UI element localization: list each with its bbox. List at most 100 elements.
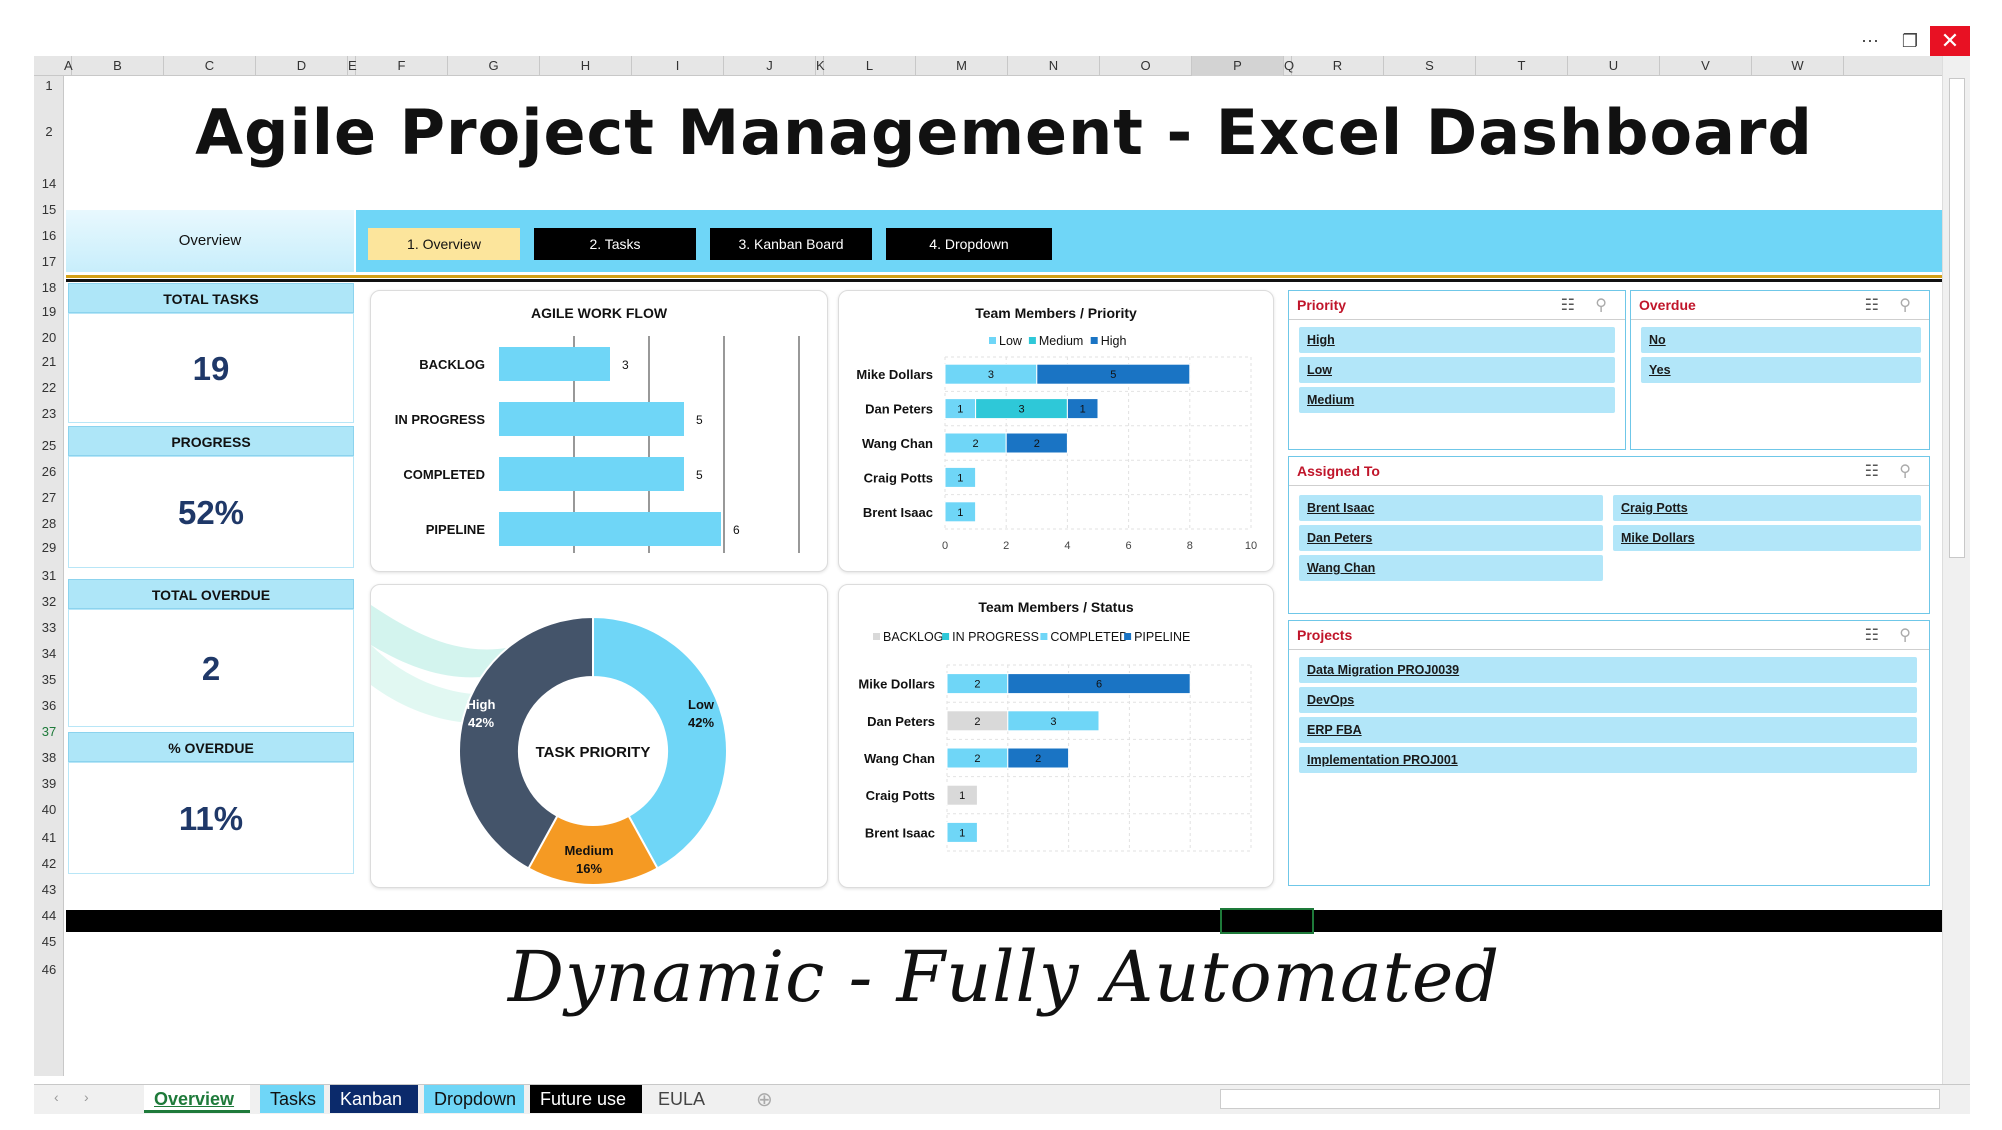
- row-header-21[interactable]: 21: [41, 354, 57, 369]
- clear-filter-icon[interactable]: ⚲: [1899, 627, 1911, 644]
- assigned-item-craig-potts[interactable]: Craig Potts: [1613, 495, 1921, 521]
- column-header-n[interactable]: N: [1008, 56, 1100, 76]
- assigned-item-mike-dollars[interactable]: Mike Dollars: [1613, 525, 1921, 551]
- column-header-l[interactable]: L: [824, 56, 916, 76]
- multiselect-icon[interactable]: ☷: [1864, 463, 1879, 480]
- sheet-tab-eula[interactable]: EULA: [648, 1085, 724, 1113]
- row-header-20[interactable]: 20: [41, 330, 57, 345]
- row-header-38[interactable]: 38: [41, 750, 57, 765]
- overdue-item-no[interactable]: No: [1641, 327, 1921, 353]
- column-header-c[interactable]: C: [164, 56, 256, 76]
- row-header-46[interactable]: 46: [41, 962, 57, 977]
- assigned-item-brent-isaac[interactable]: Brent Isaac: [1299, 495, 1603, 521]
- column-header-a[interactable]: A: [64, 56, 73, 76]
- row-header-18[interactable]: 18: [41, 280, 57, 295]
- column-header-v[interactable]: V: [1660, 56, 1752, 76]
- column-header-b[interactable]: B: [72, 56, 164, 76]
- horizontal-scrollbar[interactable]: [1220, 1089, 1940, 1109]
- row-header-19[interactable]: 19: [41, 304, 57, 319]
- tab-scroll-right-icon[interactable]: ›: [84, 1089, 89, 1105]
- row-header-31[interactable]: 31: [41, 568, 57, 583]
- row-header-34[interactable]: 34: [41, 646, 57, 661]
- more-icon[interactable]: ⋯: [1861, 31, 1879, 51]
- column-header-g[interactable]: G: [448, 56, 540, 76]
- row-header-36[interactable]: 36: [41, 698, 57, 713]
- tab-scroll-left-icon[interactable]: ‹: [54, 1089, 59, 1105]
- row-header-22[interactable]: 22: [41, 380, 57, 395]
- row-header-39[interactable]: 39: [41, 776, 57, 791]
- nav-kanban-button[interactable]: 3. Kanban Board: [710, 228, 872, 260]
- row-header-23[interactable]: 23: [41, 406, 57, 421]
- row-header-14[interactable]: 14: [41, 176, 57, 191]
- row-header-25[interactable]: 25: [41, 438, 57, 453]
- sheet-tab-kanban[interactable]: Kanban: [330, 1085, 418, 1113]
- row-header-41[interactable]: 41: [41, 830, 57, 845]
- scrollbar-thumb[interactable]: [1949, 78, 1965, 558]
- selected-cell[interactable]: [1220, 908, 1314, 934]
- column-header-i[interactable]: I: [632, 56, 724, 76]
- projects-slicer[interactable]: Projects ☷ ⚲ Data Migration PROJ0039 Dev…: [1288, 620, 1930, 886]
- priority-item-high[interactable]: High: [1299, 327, 1615, 353]
- priority-slicer[interactable]: Priority ☷ ⚲ High Low Medium: [1288, 290, 1626, 450]
- row-header-1[interactable]: 1: [45, 78, 53, 93]
- row-header-40[interactable]: 40: [41, 802, 57, 817]
- priority-item-low[interactable]: Low: [1299, 357, 1615, 383]
- column-header-s[interactable]: S: [1384, 56, 1476, 76]
- clear-filter-icon[interactable]: ⚲: [1899, 297, 1911, 314]
- row-header-33[interactable]: 33: [41, 620, 57, 635]
- agile-workflow-card[interactable]: AGILE WORK FLOW BACKLOG 3 IN PROGRESS 5 COMP…: [370, 290, 828, 572]
- column-header-q[interactable]: Q: [1284, 56, 1294, 76]
- column-header-e[interactable]: E: [348, 56, 357, 76]
- multiselect-icon[interactable]: ☷: [1864, 627, 1879, 644]
- row-header-42[interactable]: 42: [41, 856, 57, 871]
- row-header-27[interactable]: 27: [41, 490, 57, 505]
- row-header-37[interactable]: 37: [41, 724, 57, 739]
- column-header-k[interactable]: K: [816, 56, 825, 76]
- row-header-28[interactable]: 28: [41, 516, 57, 531]
- priority-item-medium[interactable]: Medium: [1299, 387, 1615, 413]
- project-item-data-migration[interactable]: Data Migration PROJ0039: [1299, 657, 1917, 683]
- multiselect-icon[interactable]: ☷: [1560, 297, 1575, 314]
- column-header-t[interactable]: T: [1476, 56, 1568, 76]
- overdue-item-yes[interactable]: Yes: [1641, 357, 1921, 383]
- close-icon[interactable]: ✕: [1930, 26, 1970, 56]
- sheet-tab-tasks[interactable]: Tasks: [260, 1085, 324, 1113]
- column-header-u[interactable]: U: [1568, 56, 1660, 76]
- row-header-44[interactable]: 44: [41, 908, 57, 923]
- sheet-tab-future-use[interactable]: Future use: [530, 1085, 642, 1113]
- column-header-h[interactable]: H: [540, 56, 632, 76]
- row-header-29[interactable]: 29: [41, 540, 57, 555]
- nav-dropdown-button[interactable]: 4. Dropdown: [886, 228, 1052, 260]
- assigned-item-dan-peters[interactable]: Dan Peters: [1299, 525, 1603, 551]
- row-header-26[interactable]: 26: [41, 464, 57, 479]
- row-header-2[interactable]: 2: [45, 124, 53, 139]
- overdue-slicer[interactable]: Overdue ☷ ⚲ No Yes: [1630, 290, 1930, 450]
- column-header-f[interactable]: F: [356, 56, 448, 76]
- nav-overview-button[interactable]: 1. Overview: [368, 228, 520, 260]
- vertical-scrollbar[interactable]: [1942, 56, 1970, 1084]
- restore-icon[interactable]: ❐: [1901, 31, 1919, 51]
- clear-filter-icon[interactable]: ⚲: [1899, 463, 1911, 480]
- column-header-m[interactable]: M: [916, 56, 1008, 76]
- row-header-17[interactable]: 17: [41, 254, 57, 269]
- multiselect-icon[interactable]: ☷: [1864, 297, 1879, 314]
- clear-filter-icon[interactable]: ⚲: [1595, 297, 1607, 314]
- sheet-tab-overview[interactable]: Overview: [144, 1085, 250, 1113]
- row-header-32[interactable]: 32: [41, 594, 57, 609]
- project-item-erp-fba[interactable]: ERP FBA: [1299, 717, 1917, 743]
- nav-tasks-button[interactable]: 2. Tasks: [534, 228, 696, 260]
- row-header-45[interactable]: 45: [41, 934, 57, 949]
- column-header-j[interactable]: J: [724, 56, 816, 76]
- column-header-p[interactable]: P: [1192, 56, 1284, 76]
- assigned-to-slicer[interactable]: Assigned To ☷ ⚲ Brent Isaac Craig Potts …: [1288, 456, 1930, 614]
- project-item-devops[interactable]: DevOps: [1299, 687, 1917, 713]
- sheet-tab-dropdown[interactable]: Dropdown: [424, 1085, 524, 1113]
- row-header-15[interactable]: 15: [41, 202, 57, 217]
- project-item-implementation[interactable]: Implementation PROJ001: [1299, 747, 1917, 773]
- team-status-card[interactable]: Team Members / Status BACKLOG IN PROGRESS…: [838, 584, 1274, 888]
- add-sheet-icon[interactable]: ⊕: [756, 1089, 773, 1111]
- column-header-w[interactable]: W: [1752, 56, 1844, 76]
- row-header-16[interactable]: 16: [41, 228, 57, 243]
- row-header-35[interactable]: 35: [41, 672, 57, 687]
- column-header-d[interactable]: D: [256, 56, 348, 76]
